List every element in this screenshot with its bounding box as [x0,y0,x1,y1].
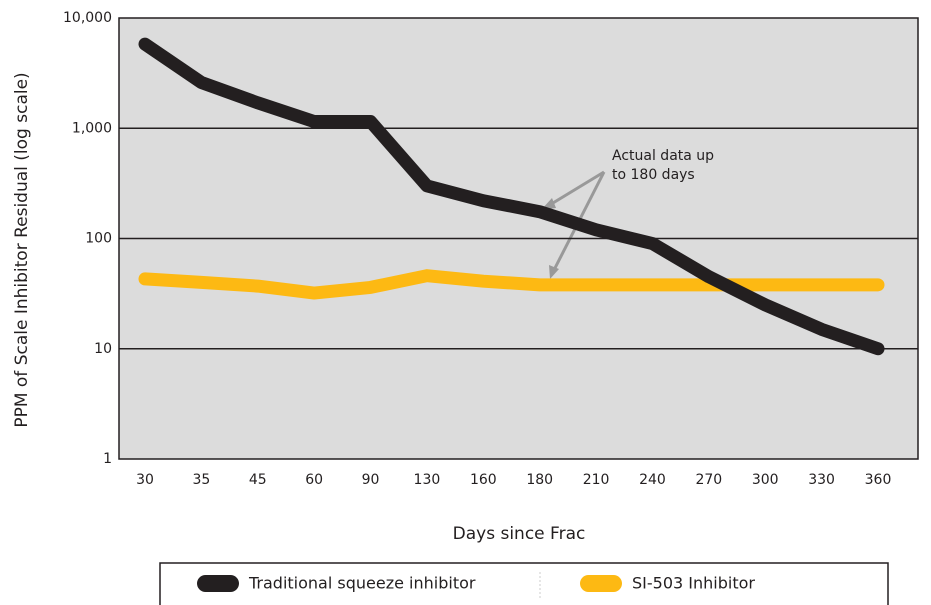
arrow-head [549,265,559,279]
x-tick-label: 240 [639,472,666,488]
x-tick-label: 45 [249,472,267,488]
y-tick-label: 10,000 [63,10,112,26]
legend-swatch [197,575,239,592]
legend-label: SI-503 Inhibitor [632,574,755,593]
legend [159,562,889,605]
x-tick-label: 300 [752,472,779,488]
annotation: Actual data up to 180 days [541,148,714,279]
y-tick-label: 100 [85,231,112,247]
x-tick-label: 35 [192,472,210,488]
y-tick-label: 1 [103,451,112,467]
x-axis-label: Days since Frac [453,524,586,544]
x-tick-label: 210 [583,472,610,488]
legend-label: Traditional squeeze inhibitor [248,574,476,593]
x-tick-label: 30 [136,472,154,488]
annotation-text: Actual data up [612,148,714,164]
x-tick-label: 330 [808,472,835,488]
x-tick-label: 90 [362,472,380,488]
series-line [138,37,885,356]
annotation-text: to 180 days [612,167,695,183]
y-axis-label: PPM of Scale Inhibitor Residual (log sca… [12,72,32,427]
legend-swatch [580,575,622,592]
x-tick-label: 130 [414,472,441,488]
y-tick-label: 10 [94,341,112,357]
y-tick-label: 1,000 [72,120,112,136]
x-tick-label: 360 [865,472,892,488]
x-tick-label: 60 [305,472,323,488]
x-tick-label: 160 [470,472,497,488]
x-tick-label: 270 [695,472,722,488]
arrow [547,170,605,208]
series-line [138,269,885,300]
x-tick-label: 180 [526,472,553,488]
